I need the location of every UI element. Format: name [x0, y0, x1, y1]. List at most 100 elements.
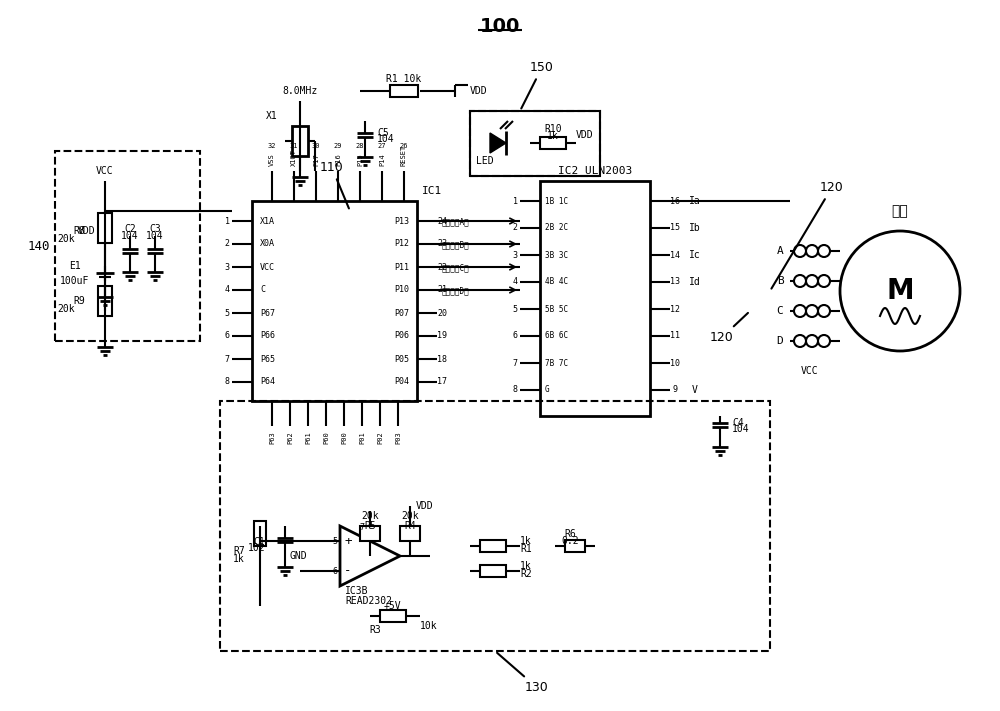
Text: R9: R9	[73, 296, 85, 306]
Text: 8: 8	[512, 385, 518, 395]
Text: 120: 120	[771, 181, 844, 289]
Text: 1k: 1k	[233, 554, 245, 564]
Text: P66: P66	[260, 331, 275, 341]
Text: R6: R6	[564, 529, 576, 539]
Text: 0.2: 0.2	[561, 536, 579, 546]
Text: C2: C2	[124, 224, 136, 234]
Text: VDD: VDD	[78, 226, 96, 236]
Text: X1A: X1A	[260, 217, 275, 225]
Text: Ia: Ia	[689, 196, 701, 206]
Text: 104: 104	[146, 231, 164, 241]
Text: X1OT: X1OT	[291, 149, 297, 166]
Text: P63: P63	[269, 431, 275, 444]
Bar	[360, 526, 380, 541]
Text: R5: R5	[364, 521, 376, 531]
Text: -: -	[344, 565, 352, 577]
Text: 1: 1	[512, 196, 518, 205]
Text: 21: 21	[437, 286, 447, 294]
Text: P67: P67	[260, 309, 275, 318]
Text: 20: 20	[437, 309, 447, 318]
Text: P11: P11	[394, 262, 409, 272]
Text: 2B 2C: 2B 2C	[545, 223, 568, 232]
Text: 20k: 20k	[401, 511, 419, 521]
Text: 32: 32	[268, 143, 276, 149]
Text: C: C	[777, 306, 783, 316]
Text: 110: 110	[320, 161, 349, 208]
Text: C4: C4	[732, 418, 744, 428]
Text: 6: 6	[224, 331, 230, 341]
Bar	[292, 126, 308, 156]
Text: 16: 16	[670, 196, 680, 205]
Text: P17: P17	[313, 154, 319, 166]
Text: P02: P02	[377, 431, 383, 444]
Bar	[400, 526, 420, 541]
Text: 20k: 20k	[361, 511, 379, 521]
Text: GND: GND	[290, 551, 308, 561]
Text: E1: E1	[69, 261, 81, 271]
Text: 2: 2	[512, 223, 518, 232]
Text: READ2302: READ2302	[345, 596, 392, 606]
Text: P13: P13	[394, 217, 409, 225]
Text: 120: 120	[710, 313, 748, 344]
Text: 3: 3	[512, 250, 518, 260]
Text: 1k: 1k	[547, 131, 559, 141]
Text: V: V	[692, 385, 698, 395]
Text: C5: C5	[377, 128, 389, 138]
Text: 17: 17	[437, 378, 447, 387]
Text: 10: 10	[670, 358, 680, 368]
Text: Id: Id	[689, 277, 701, 287]
Text: Ic: Ic	[689, 250, 701, 260]
Text: 1k: 1k	[520, 561, 532, 571]
Text: VCC: VCC	[260, 262, 275, 272]
Text: 6: 6	[512, 331, 518, 341]
Bar	[390, 85, 418, 97]
Text: 7: 7	[360, 523, 364, 533]
Text: 8: 8	[224, 378, 230, 387]
Text: RESET: RESET	[401, 145, 407, 166]
Text: R7: R7	[233, 546, 245, 556]
Text: P62: P62	[287, 431, 293, 444]
Text: 22: 22	[437, 262, 447, 272]
Text: 7: 7	[512, 358, 518, 368]
Text: 5B 5C: 5B 5C	[545, 304, 568, 314]
Bar	[252, 201, 417, 401]
Text: +: +	[344, 535, 352, 547]
Text: 1k: 1k	[520, 536, 532, 546]
Text: X1: X1	[266, 111, 278, 121]
Text: 24: 24	[437, 217, 447, 225]
Text: R3: R3	[369, 625, 381, 635]
Text: +5V: +5V	[383, 601, 401, 611]
Text: 8.0MHz: 8.0MHz	[282, 86, 318, 96]
Text: P07: P07	[394, 309, 409, 318]
Text: 29: 29	[334, 143, 342, 149]
Bar	[254, 521, 266, 546]
Text: 100uF: 100uF	[60, 276, 90, 286]
Text: P00: P00	[341, 431, 347, 444]
Bar	[98, 286, 112, 316]
Text: R10: R10	[544, 124, 562, 134]
Text: 5: 5	[224, 309, 230, 318]
Text: R1: R1	[520, 544, 532, 554]
Bar	[380, 610, 406, 622]
Text: 9: 9	[672, 385, 678, 395]
Text: P06: P06	[394, 331, 409, 341]
Text: P14: P14	[379, 154, 385, 166]
Text: VDD: VDD	[416, 501, 434, 511]
Text: X0A: X0A	[260, 240, 275, 249]
Text: 100: 100	[480, 16, 520, 36]
Text: IC2 ULN2003: IC2 ULN2003	[558, 166, 632, 176]
Text: P65: P65	[260, 355, 275, 363]
Text: 4: 4	[512, 277, 518, 287]
Text: 电机: 电机	[892, 204, 908, 218]
Text: P10: P10	[394, 286, 409, 294]
Text: 步进电机B相: 步进电机B相	[442, 240, 470, 249]
Text: VCC: VCC	[801, 366, 819, 376]
Text: 20k: 20k	[57, 234, 75, 244]
Text: P60: P60	[323, 431, 329, 444]
Text: P04: P04	[394, 378, 409, 387]
Text: VCC: VCC	[96, 166, 114, 176]
Text: C1: C1	[253, 537, 265, 547]
Text: 150: 150	[521, 61, 554, 109]
Text: 30: 30	[312, 143, 320, 149]
Text: C: C	[260, 286, 265, 294]
